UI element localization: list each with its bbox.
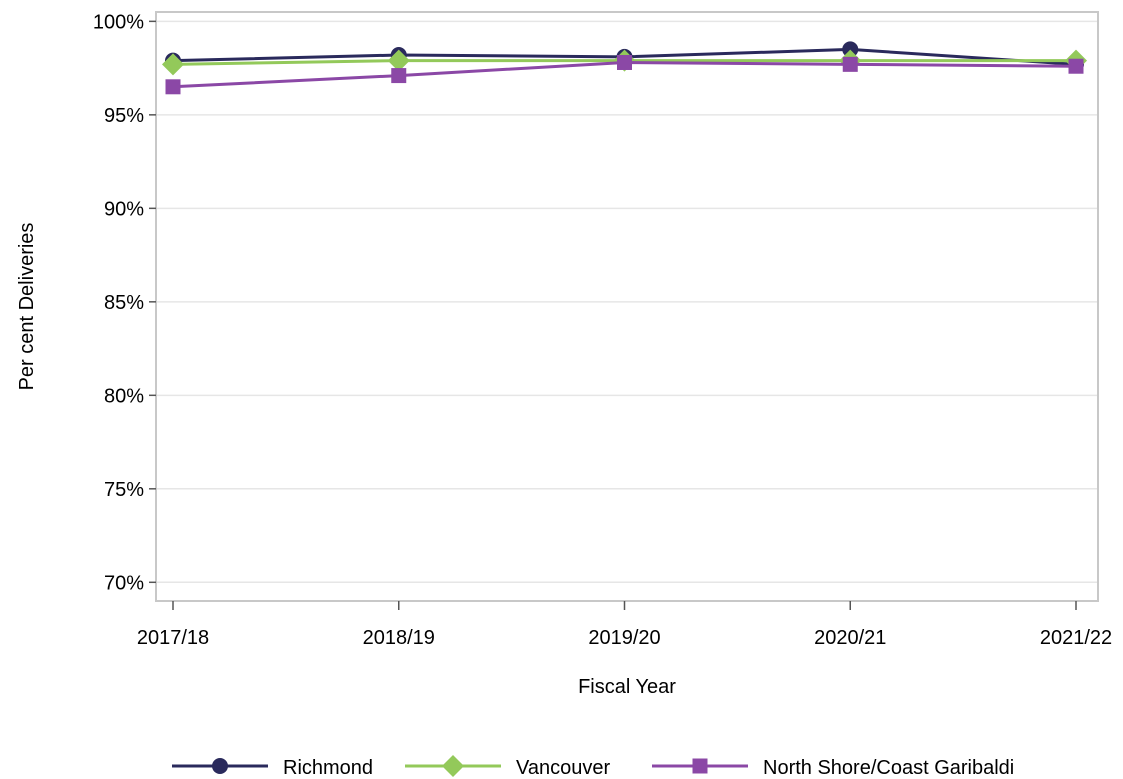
legend-item-0: Richmond: [172, 757, 373, 779]
legend-marker: [212, 758, 228, 774]
data-point: [391, 68, 407, 84]
y-axis-title: Per cent Deliveries: [16, 223, 38, 391]
y-tick-label: 75%: [104, 479, 144, 501]
data-point: [842, 56, 858, 72]
data-point: [842, 41, 859, 58]
legend-marker: [442, 755, 464, 777]
data-point: [1068, 58, 1084, 74]
x-tick-label: 2018/19: [363, 627, 435, 649]
legend-label: Richmond: [283, 757, 373, 779]
series-2: [165, 54, 1084, 95]
plot-area-frame: [155, 11, 1099, 602]
y-tick-label: 90%: [104, 198, 144, 220]
legend-label: North Shore/Coast Garibaldi: [763, 757, 1014, 779]
legend-item-2: North Shore/Coast Garibaldi: [652, 757, 1014, 779]
y-tick-label: 85%: [104, 292, 144, 314]
y-tick-label: 95%: [104, 105, 144, 127]
x-axis-title: Fiscal Year: [578, 676, 676, 698]
y-tick-label: 70%: [104, 572, 144, 594]
x-tick-label: 2019/20: [588, 627, 660, 649]
legend-marker: [692, 758, 708, 774]
data-point: [165, 79, 181, 95]
legend-label: Vancouver: [516, 757, 610, 779]
x-tick-label: 2020/21: [814, 627, 886, 649]
x-tick-label: 2021/22: [1040, 627, 1112, 649]
x-axis-ticks: 2017/18 2018/19 2019/20 2020/21 2021/22: [137, 601, 1112, 649]
data-point: [387, 49, 410, 72]
y-tick-label: 100%: [93, 11, 144, 33]
x-tick-label: 2017/18: [137, 627, 209, 649]
data-point: [617, 54, 632, 70]
gridlines: [156, 20, 1098, 584]
series-lines: [162, 41, 1087, 95]
y-tick-label: 80%: [104, 385, 144, 407]
legend-item-1: Vancouver: [405, 755, 610, 779]
legend: Richmond Vancouver North Shore/Coast Garib…: [172, 755, 1014, 779]
y-axis-ticks: 70% 75% 80% 85% 90% 95% 100%: [93, 11, 156, 594]
data-point: [162, 53, 184, 76]
